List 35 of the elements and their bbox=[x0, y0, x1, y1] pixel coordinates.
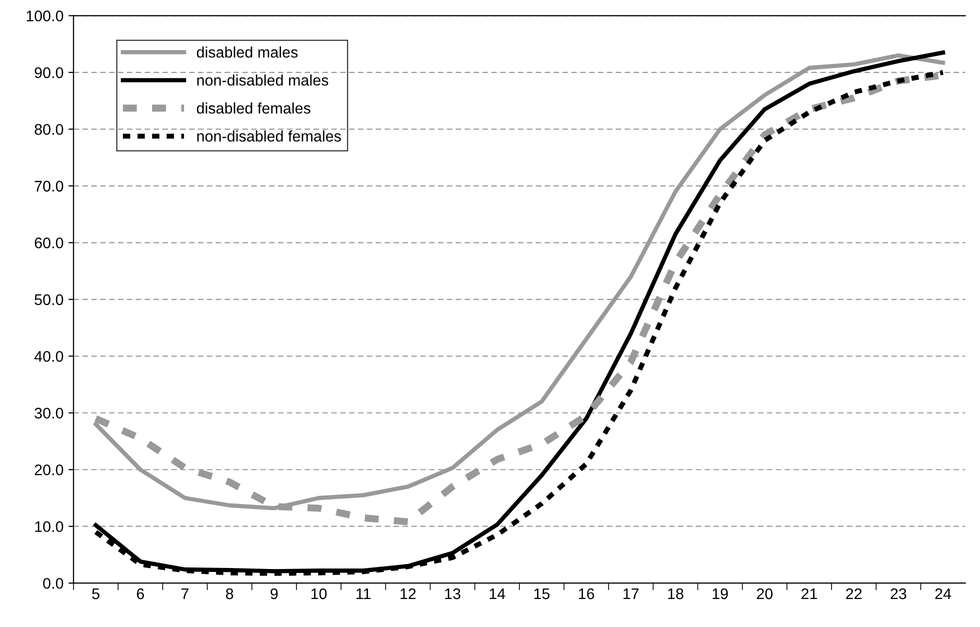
y-tick-label: 0.0 bbox=[43, 578, 64, 589]
x-tick-label: 10 bbox=[311, 588, 327, 600]
y-tick-label: 20.0 bbox=[34, 464, 64, 476]
y-tick-label: 100.0 bbox=[26, 10, 64, 22]
x-tick-label: 19 bbox=[712, 588, 728, 600]
x-tick-label: 8 bbox=[226, 588, 234, 600]
legend-label: disabled males bbox=[196, 46, 298, 58]
x-tick-label: 14 bbox=[490, 588, 506, 600]
y-tick-label: 40.0 bbox=[34, 351, 64, 362]
y-tick-label: 90.0 bbox=[34, 67, 64, 78]
y-tick-label: 50.0 bbox=[34, 294, 64, 306]
legend-label: non-disabled females bbox=[197, 130, 341, 142]
x-tick-label: 23 bbox=[890, 588, 906, 600]
x-tick-label: 22 bbox=[846, 588, 862, 600]
y-tick-label: 30.0 bbox=[34, 408, 64, 419]
x-tick-label: 21 bbox=[802, 588, 817, 600]
x-tick-label: 17 bbox=[624, 588, 639, 600]
y-tick-label: 70.0 bbox=[34, 180, 64, 192]
legend-label: disabled females bbox=[196, 102, 310, 114]
x-tick-label: 6 bbox=[136, 588, 144, 600]
x-tick-label: 9 bbox=[270, 588, 278, 600]
x-tick-label: 5 bbox=[92, 588, 100, 600]
x-tick-label: 15 bbox=[534, 588, 550, 600]
x-tick-label: 11 bbox=[356, 588, 371, 600]
y-tick-label: 10.0 bbox=[35, 521, 64, 532]
x-tick-label: 24 bbox=[935, 588, 952, 600]
legend-label: non-disabled males bbox=[197, 74, 328, 86]
x-tick-label: 18 bbox=[668, 588, 684, 600]
x-tick-label: 12 bbox=[400, 588, 416, 600]
x-tick-label: 13 bbox=[445, 588, 460, 600]
x-tick-label: 16 bbox=[578, 588, 594, 600]
x-tick-label: 20 bbox=[756, 588, 773, 600]
y-tick-label: 60.0 bbox=[34, 238, 64, 248]
y-tick-label: 80.0 bbox=[34, 124, 64, 135]
x-tick-label: 7 bbox=[182, 588, 188, 600]
